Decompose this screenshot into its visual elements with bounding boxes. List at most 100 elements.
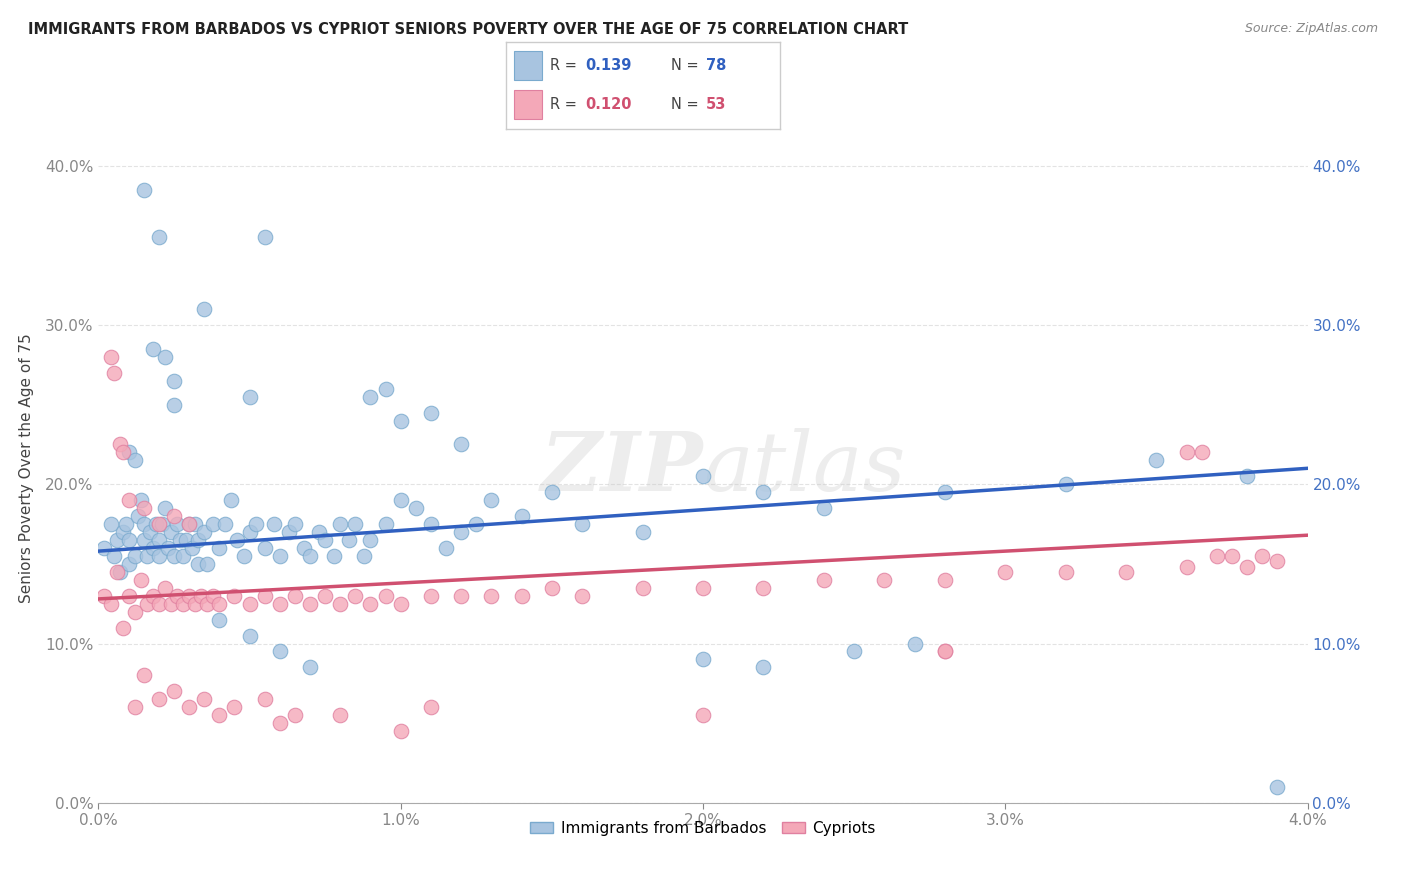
Text: 53: 53 <box>706 97 727 112</box>
Point <box>292 541 315 555</box>
Point <box>277 524 299 539</box>
Text: Source: ZipAtlas.com: Source: ZipAtlas.com <box>1244 22 1378 36</box>
Point <box>481 493 503 508</box>
Point <box>253 230 276 244</box>
Point <box>163 509 186 524</box>
Point <box>93 541 115 555</box>
Point <box>510 589 533 603</box>
Point <box>337 533 360 547</box>
Point <box>1191 445 1213 459</box>
Point <box>214 517 236 532</box>
Point <box>132 501 155 516</box>
Point <box>329 708 352 723</box>
Point <box>150 517 173 532</box>
Point <box>132 517 155 532</box>
Point <box>142 342 165 356</box>
Point <box>179 517 201 532</box>
Point <box>163 374 186 388</box>
Point <box>299 597 322 611</box>
Point <box>208 541 231 555</box>
Point <box>323 549 346 563</box>
Point <box>100 517 122 532</box>
Point <box>132 533 155 547</box>
Point <box>179 589 201 603</box>
Point <box>118 445 141 459</box>
Point <box>308 524 330 539</box>
Point <box>105 533 128 547</box>
Point <box>450 524 472 539</box>
Point <box>160 597 183 611</box>
Point <box>344 589 367 603</box>
Point <box>118 589 141 603</box>
Point <box>111 445 134 459</box>
Point <box>100 350 122 364</box>
Point <box>571 517 593 532</box>
Text: ZIP: ZIP <box>540 428 703 508</box>
Point <box>374 517 396 532</box>
Point <box>118 557 141 571</box>
Point <box>692 652 714 666</box>
Point <box>844 644 866 658</box>
Point <box>692 708 714 723</box>
Point <box>148 230 170 244</box>
Point <box>1175 445 1198 459</box>
Point <box>124 549 146 563</box>
Point <box>1267 780 1289 794</box>
Point <box>1115 565 1137 579</box>
Text: R =: R = <box>550 97 582 112</box>
Point <box>193 692 215 706</box>
Point <box>118 493 141 508</box>
Point <box>631 524 654 539</box>
Point <box>1267 554 1289 568</box>
Point <box>360 390 382 404</box>
Point <box>253 589 276 603</box>
Point <box>160 524 183 539</box>
Text: N =: N = <box>671 97 703 112</box>
Point <box>434 541 457 555</box>
Point <box>114 517 136 532</box>
Point <box>269 644 291 658</box>
Point <box>631 581 654 595</box>
Point <box>284 589 307 603</box>
Point <box>221 493 243 508</box>
Point <box>208 708 231 723</box>
Point <box>139 524 162 539</box>
Point <box>93 589 115 603</box>
Point <box>353 549 375 563</box>
Point <box>179 517 201 532</box>
Point <box>269 716 291 731</box>
Point <box>540 485 562 500</box>
Point <box>994 565 1017 579</box>
Text: 0.139: 0.139 <box>586 58 633 72</box>
Point <box>187 557 209 571</box>
Point <box>172 549 194 563</box>
Point <box>145 517 167 532</box>
Point <box>148 549 170 563</box>
Point <box>540 581 562 595</box>
Point <box>239 390 262 404</box>
Point <box>389 724 412 739</box>
Point <box>389 493 412 508</box>
Point <box>103 549 125 563</box>
Point <box>202 517 225 532</box>
Point <box>752 485 775 500</box>
Point <box>118 533 141 547</box>
Point <box>148 597 170 611</box>
Point <box>184 597 207 611</box>
Point <box>153 581 176 595</box>
Point <box>374 382 396 396</box>
Text: R =: R = <box>550 58 582 72</box>
Point <box>253 541 276 555</box>
Point <box>934 644 956 658</box>
Point <box>153 501 176 516</box>
Point <box>284 708 307 723</box>
Text: 0.120: 0.120 <box>586 97 633 112</box>
Point <box>420 405 443 420</box>
Bar <box>515 51 541 79</box>
Point <box>344 517 367 532</box>
Point <box>184 517 207 532</box>
Point <box>934 644 956 658</box>
Point <box>269 549 291 563</box>
Point <box>245 517 267 532</box>
Point <box>226 533 249 547</box>
